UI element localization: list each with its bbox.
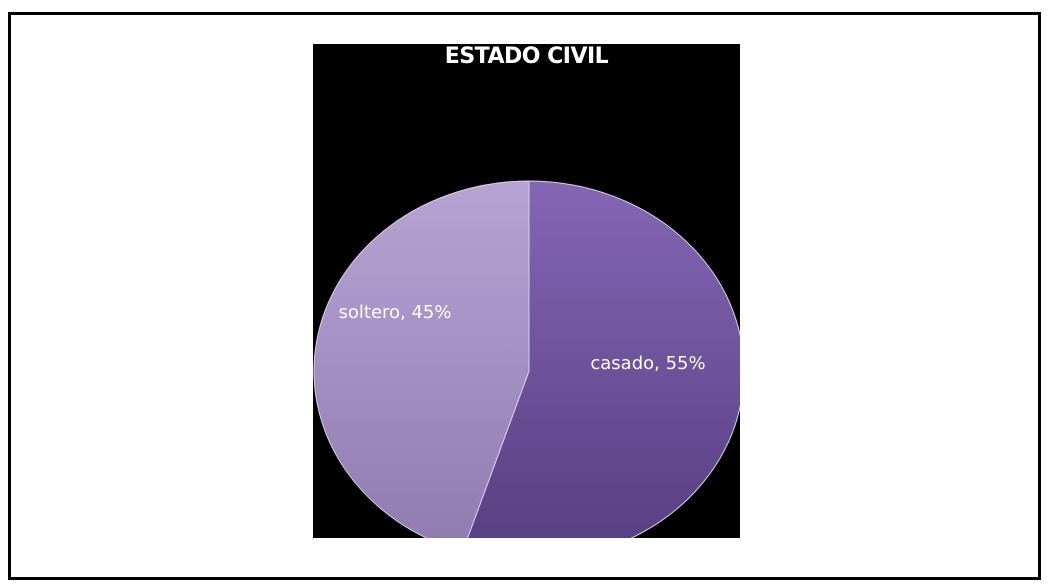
pie-slice-casado (467, 180, 740, 538)
data-label-casado: casado, 55% (590, 353, 705, 374)
pie-slice-soltero (313, 180, 530, 538)
pie-labels: casado, 55% soltero, 45% (339, 302, 706, 374)
chart-title: ESTADO CIVIL (444, 44, 609, 69)
pie-chart: casado, 55% soltero, 45% (313, 180, 740, 538)
data-label-soltero: soltero, 45% (339, 302, 452, 323)
pie-slices (313, 180, 740, 538)
chart-panel: casado, 55% soltero, 45% ESTADO CIVIL (313, 44, 740, 538)
